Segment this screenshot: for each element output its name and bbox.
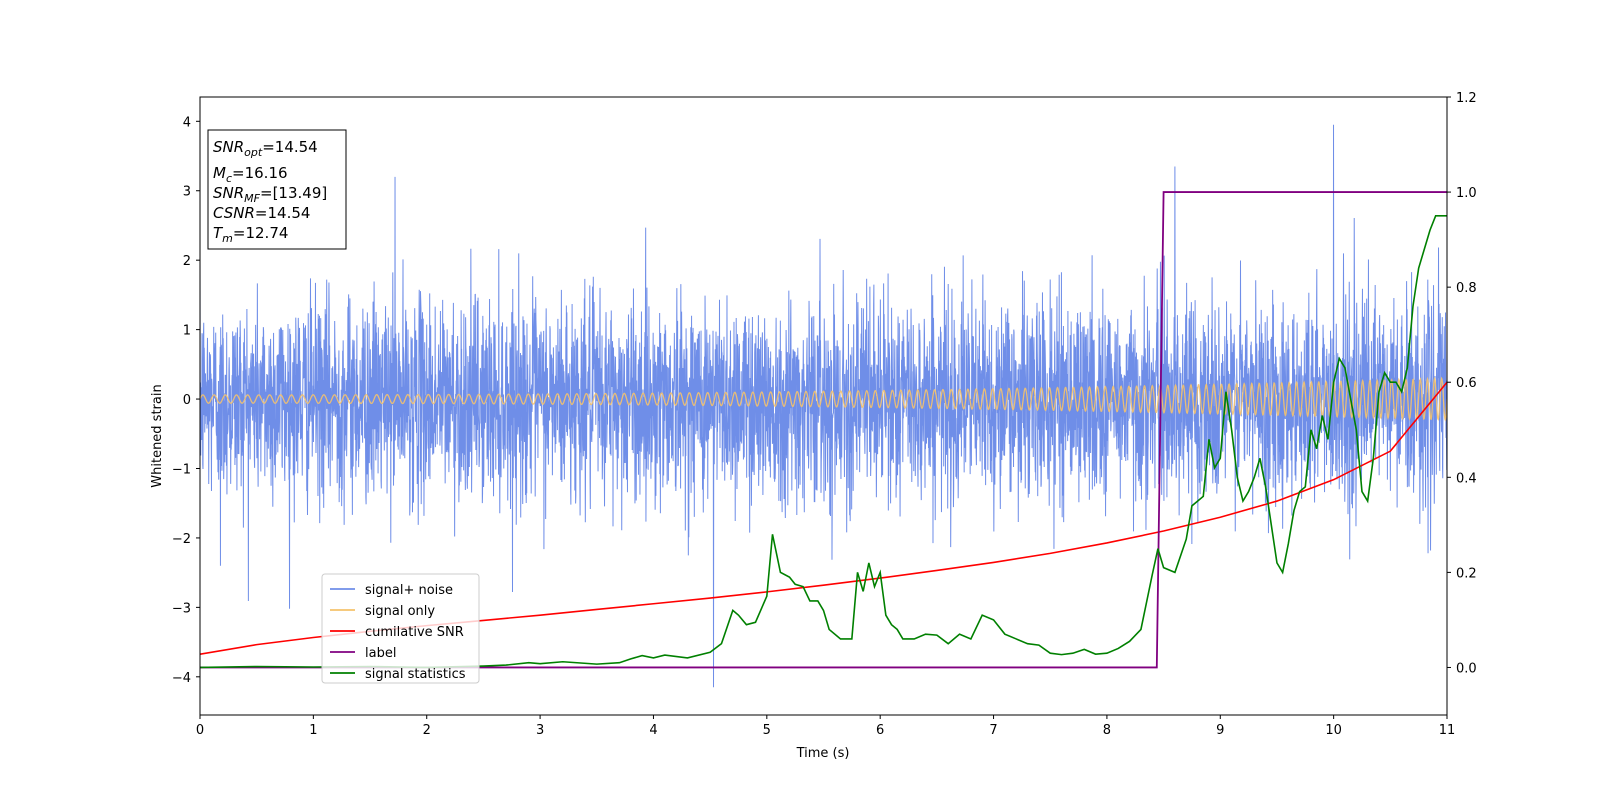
y-left-tick-label: 4 bbox=[183, 115, 191, 130]
series-signal-statistics bbox=[200, 215, 1447, 669]
y-left-tick-label: 1 bbox=[183, 324, 191, 339]
x-tick-label: 0 bbox=[196, 723, 204, 738]
y-left-tick-label: 3 bbox=[183, 185, 191, 200]
x-tick-label: 6 bbox=[876, 723, 884, 738]
y-axis-label: Whitened strain bbox=[150, 384, 165, 487]
x-tick-label: 11 bbox=[1439, 723, 1456, 738]
y-left-tick-label: 0 bbox=[183, 393, 191, 408]
legend-entry: label bbox=[365, 646, 396, 661]
x-tick-label: 4 bbox=[649, 723, 657, 738]
y-right-tick-label: 0.8 bbox=[1456, 281, 1477, 296]
x-axis: 0 1 2 3 4 5 6 7 8 9 10 11 bbox=[196, 715, 1455, 738]
annotation-snr-mf: SNRMF=[13.49] bbox=[213, 184, 327, 205]
annotation-csnr: CSNR=14.54 bbox=[213, 204, 310, 222]
legend-entry: signal statistics bbox=[365, 667, 466, 682]
y-right-tick-label: 0.2 bbox=[1456, 566, 1477, 581]
y-left-tick-label: −3 bbox=[172, 601, 191, 616]
legend-entry: signal+ noise bbox=[365, 583, 453, 598]
annotation-snr-opt: SNRopt=14.54 bbox=[213, 138, 318, 159]
y-right-tick-label: 0.4 bbox=[1456, 471, 1477, 486]
y-right-tick-label: 0.0 bbox=[1456, 661, 1477, 676]
x-tick-label: 5 bbox=[763, 723, 771, 738]
legend: signal+ noise signal only cumilative SNR la… bbox=[321, 573, 480, 684]
y-axis-right: 0.0 0.2 0.4 0.6 0.8 1.0 1.2 bbox=[1447, 91, 1477, 676]
y-right-tick-label: 0.6 bbox=[1456, 376, 1477, 391]
y-left-tick-label: 2 bbox=[183, 254, 191, 269]
series-layer bbox=[200, 124, 1447, 688]
y-left-tick-label: −4 bbox=[172, 671, 191, 686]
annotation-tm: Tm=12.74 bbox=[213, 224, 288, 245]
y-axis-left: −4 −3 −2 −1 0 1 2 3 4 bbox=[172, 115, 200, 686]
y-right-tick-label: 1.2 bbox=[1456, 91, 1477, 106]
annotation-box: SNRopt=14.54 Mc=16.16 SNRMF=[13.49] CSNR… bbox=[207, 129, 347, 250]
plot-frame bbox=[199, 96, 1448, 716]
y-left-tick-label: −1 bbox=[172, 462, 191, 477]
annotation-mc: Mc=16.16 bbox=[213, 164, 288, 185]
legend-entry: signal only bbox=[365, 604, 435, 619]
x-axis-label: Time (s) bbox=[796, 746, 850, 761]
y-left-tick-label: −2 bbox=[172, 532, 191, 547]
series-signal-only bbox=[200, 376, 1447, 422]
y-right-tick-label: 1.0 bbox=[1456, 186, 1477, 201]
x-tick-label: 9 bbox=[1216, 723, 1224, 738]
x-tick-label: 3 bbox=[536, 723, 544, 738]
x-tick-label: 7 bbox=[989, 723, 997, 738]
series-label bbox=[200, 191, 1447, 669]
x-tick-label: 10 bbox=[1325, 723, 1342, 738]
series-signal-noise bbox=[200, 124, 1447, 688]
x-tick-label: 1 bbox=[309, 723, 317, 738]
legend-entry: cumilative SNR bbox=[365, 625, 464, 640]
x-tick-label: 8 bbox=[1103, 723, 1111, 738]
x-tick-label: 2 bbox=[423, 723, 431, 738]
